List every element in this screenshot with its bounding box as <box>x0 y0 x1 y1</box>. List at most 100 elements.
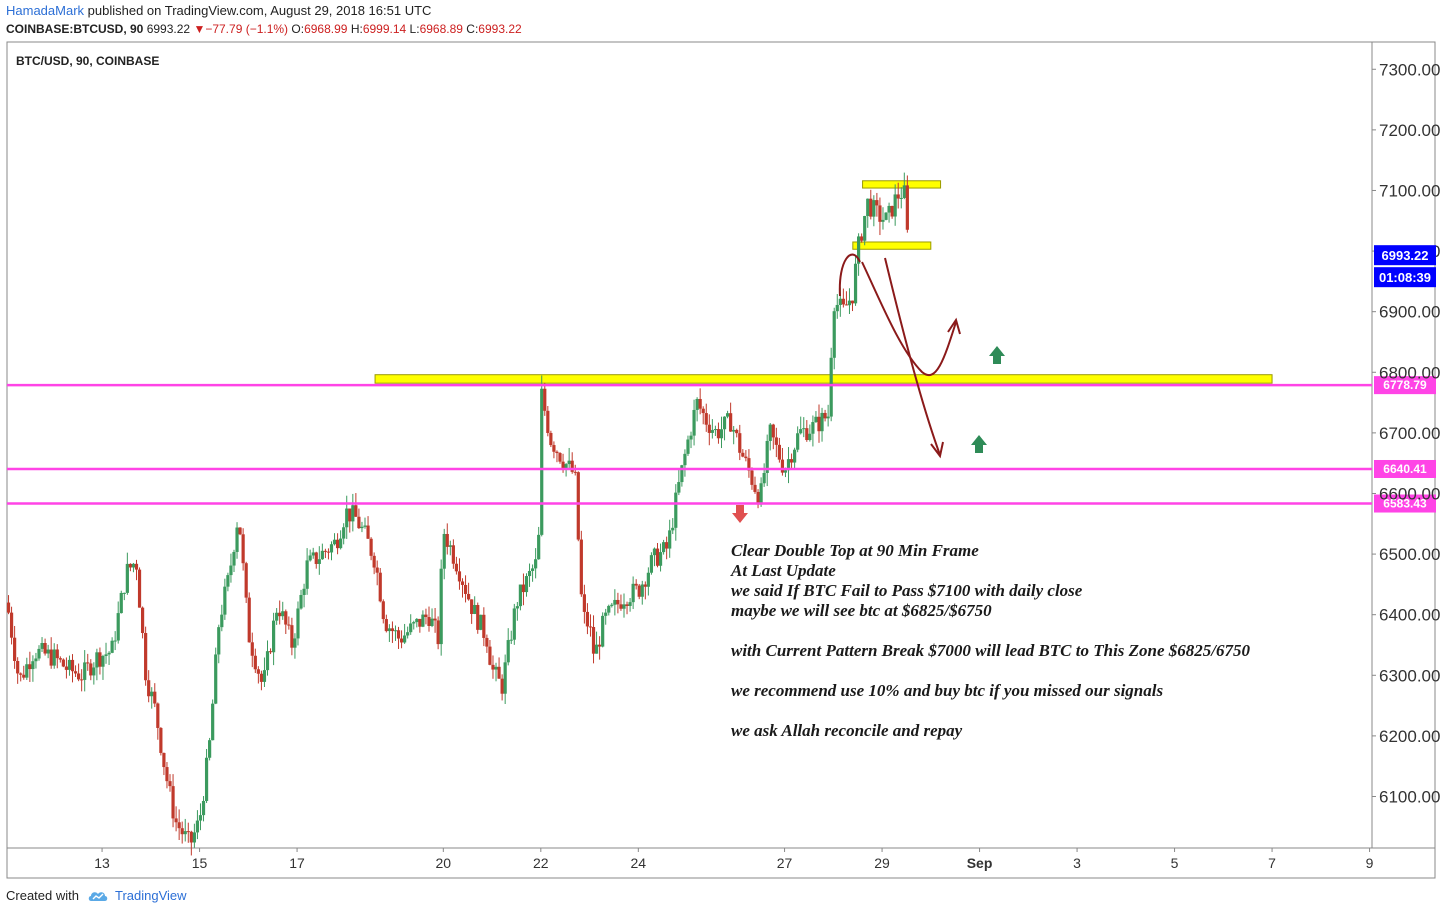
x-tick-label: 15 <box>192 855 208 871</box>
candle-body <box>689 435 693 440</box>
x-tick-label: 7 <box>1268 855 1276 871</box>
candle-body <box>780 459 785 473</box>
x-tick-label: 5 <box>1171 855 1179 871</box>
level-price-badge <box>1374 494 1436 513</box>
candle-body <box>482 614 486 638</box>
candle-body <box>83 662 87 680</box>
candle-body <box>637 585 641 597</box>
candle-body <box>162 752 166 768</box>
candle-body <box>564 464 568 469</box>
note-line: we recommend use 10% and buy btc if you … <box>731 681 1164 700</box>
candle-body <box>180 828 184 835</box>
y-tick-label: 7300.00 <box>1379 60 1440 79</box>
candle-body <box>153 691 157 704</box>
candle-body <box>841 298 845 305</box>
candle-body <box>369 538 373 556</box>
price-change: −77.79 (−1.1%) <box>205 22 289 36</box>
candle-body <box>497 666 501 679</box>
candle-body <box>80 679 84 681</box>
candle-body <box>95 652 99 668</box>
candle-body <box>534 559 538 569</box>
candle-body <box>503 662 507 694</box>
y-tick-label: 6900.00 <box>1379 303 1440 322</box>
candle-body <box>561 461 565 469</box>
candle-body <box>28 664 32 670</box>
candle-body <box>558 453 562 462</box>
candle-body <box>878 205 882 222</box>
candle-body <box>253 655 257 670</box>
candle-body <box>363 525 367 527</box>
candle-body <box>692 409 696 436</box>
candle-body <box>439 568 443 645</box>
candle-body <box>384 619 388 632</box>
candle-body <box>366 525 370 539</box>
candle-body <box>22 674 26 678</box>
candle-body <box>360 526 364 529</box>
candle-body <box>729 413 733 432</box>
candle-body <box>457 571 462 582</box>
candle-body <box>278 612 282 617</box>
candle-body <box>844 304 849 306</box>
candle-body <box>735 429 739 434</box>
green-up-arrow-icon <box>989 346 1005 364</box>
candle-body <box>616 599 620 605</box>
target-zone-rect <box>852 241 932 250</box>
candle-body <box>375 567 379 573</box>
candle-body <box>491 664 495 670</box>
candle-body <box>351 505 355 522</box>
candle-body <box>378 572 382 602</box>
candle-body <box>634 583 638 586</box>
candle-body <box>494 666 498 670</box>
candle-body <box>107 652 111 655</box>
candle-body <box>409 623 413 633</box>
candle-body <box>354 505 358 517</box>
candle-body <box>527 570 532 577</box>
candle-body <box>265 651 270 671</box>
candle-body <box>427 617 431 626</box>
candle-body <box>881 219 885 222</box>
red-down-arrow-icon <box>732 505 748 523</box>
tradingview-brand-link[interactable]: TradingView <box>114 888 187 903</box>
candle-body <box>156 703 160 728</box>
candle-body <box>902 185 906 198</box>
candle-body <box>64 666 69 670</box>
candle-body <box>835 304 839 312</box>
candle-body <box>134 563 139 570</box>
candle-body <box>37 648 41 659</box>
candle-body <box>232 551 236 566</box>
candle-body <box>686 439 690 454</box>
candle-body <box>722 416 727 430</box>
green-up-arrow-icon <box>971 435 987 453</box>
y-tick-label: 7200.00 <box>1379 121 1440 140</box>
candle-body <box>500 678 504 694</box>
analysis-note: Clear Double Top at 90 Min Frame At Last… <box>731 541 1250 741</box>
candle-body <box>40 643 44 649</box>
candle-body <box>796 433 800 450</box>
candle-body <box>299 594 303 609</box>
author-link[interactable]: HamadaMark <box>6 3 85 18</box>
candle-body <box>680 465 684 483</box>
candle-body <box>412 622 416 624</box>
candle-body <box>832 311 836 358</box>
candle-body <box>305 560 309 589</box>
candle-body <box>186 831 190 833</box>
note-line: At Last Update <box>731 561 836 580</box>
candle-body <box>235 527 239 552</box>
candle-body <box>470 599 474 614</box>
candle-body <box>9 612 14 638</box>
candle-body <box>652 548 657 556</box>
candle-body <box>284 611 288 625</box>
candle-body <box>247 597 251 643</box>
candle-body <box>165 767 169 782</box>
candle-body <box>34 658 38 662</box>
candle-body <box>786 459 791 471</box>
created-with-label: Created with <box>6 888 79 903</box>
candle-body <box>808 433 812 441</box>
candle-body <box>329 544 334 553</box>
y-tick-label: 6700.00 <box>1379 424 1440 443</box>
candle-body <box>460 581 465 585</box>
low-label: L: <box>409 22 420 36</box>
y-tick-label: 6800.00 <box>1379 363 1440 382</box>
candle-body <box>768 424 772 441</box>
